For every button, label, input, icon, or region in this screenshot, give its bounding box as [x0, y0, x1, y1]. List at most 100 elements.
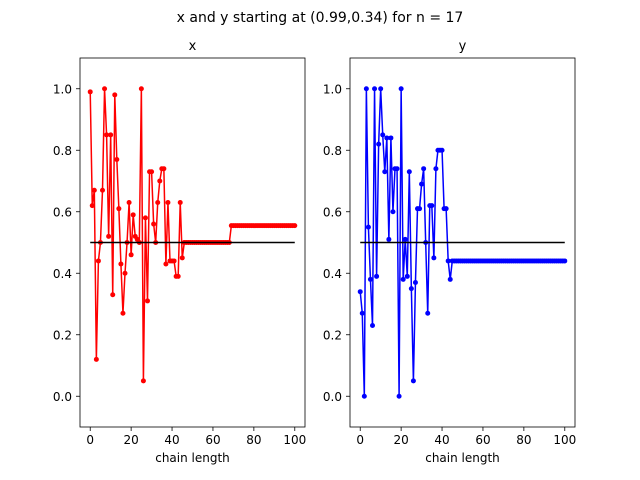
- data-point: [408, 286, 414, 292]
- data-point: [406, 169, 412, 175]
- x-tick-label: 100: [553, 433, 576, 447]
- data-point: [163, 261, 169, 267]
- data-point: [130, 212, 136, 218]
- x-tick-label: 60: [205, 433, 220, 447]
- data-point: [108, 132, 114, 138]
- data-point: [439, 147, 445, 153]
- axes-frame: [79, 57, 306, 428]
- data-point: [145, 298, 150, 304]
- data-point: [161, 166, 167, 172]
- data-point: [171, 258, 177, 264]
- data-point: [445, 258, 451, 264]
- data-point: [175, 273, 181, 279]
- data-point: [410, 378, 416, 384]
- data-point: [398, 86, 404, 92]
- data-point: [384, 135, 390, 141]
- data-point: [118, 261, 124, 267]
- data-point: [110, 292, 116, 298]
- data-point: [421, 166, 427, 172]
- axes-frame: [349, 57, 576, 428]
- data-point: [370, 323, 375, 329]
- data-point: [89, 203, 95, 209]
- data-point: [138, 86, 144, 92]
- subplot-title: y: [459, 39, 467, 54]
- x-tick-label: 0: [86, 433, 94, 447]
- x-tick-label: 20: [393, 433, 408, 447]
- y-tick-label: 0.4: [323, 267, 342, 281]
- data-point: [376, 141, 382, 147]
- data-point: [433, 166, 439, 172]
- y-tick-label: 1.0: [323, 82, 342, 96]
- data-point: [443, 206, 449, 212]
- data-point: [374, 273, 380, 279]
- data-point: [114, 156, 120, 162]
- data-point: [402, 236, 408, 242]
- data-point: [155, 200, 161, 206]
- data-point: [112, 92, 118, 98]
- data-point: [447, 276, 453, 282]
- x-tick-label: 40: [164, 433, 179, 447]
- data-point: [177, 200, 183, 206]
- data-point: [380, 132, 386, 138]
- y-tick-label: 0.8: [323, 144, 342, 158]
- data-point: [361, 393, 367, 399]
- data-point: [417, 206, 423, 212]
- data-point: [425, 310, 431, 316]
- data-point: [388, 135, 394, 141]
- x-tick-label: 80: [516, 433, 531, 447]
- subplot-y: y 0 20 40 60 80 100 0.0 0.2 0.4 0.6 0.8 1.0 chain len…: [323, 39, 576, 465]
- data-point: [429, 203, 435, 209]
- data-point: [87, 89, 93, 95]
- data-point: [372, 86, 378, 92]
- data-point: [179, 255, 185, 261]
- data-point: [142, 215, 148, 221]
- data-point: [386, 236, 392, 242]
- x-tick-label: 40: [434, 433, 449, 447]
- data-point: [292, 223, 298, 229]
- data-point: [120, 310, 126, 316]
- data-point: [106, 233, 112, 239]
- x-tick-label: 60: [475, 433, 490, 447]
- data-point: [367, 276, 373, 282]
- data-point: [116, 206, 122, 212]
- y-tick-label: 1.0: [53, 82, 72, 96]
- x-tick-label: 80: [246, 433, 261, 447]
- data-point: [357, 289, 363, 295]
- data-point: [128, 252, 134, 258]
- data-point: [104, 132, 110, 138]
- data-point: [390, 209, 396, 215]
- data-point: [394, 166, 400, 172]
- x-tick-label: 0: [356, 433, 364, 447]
- data-point: [412, 279, 418, 285]
- data-point: [396, 393, 402, 399]
- data-point: [95, 258, 101, 264]
- data-point: [122, 270, 128, 276]
- data-point: [359, 310, 365, 316]
- y-tick-label: 0.8: [53, 144, 72, 158]
- data-point: [157, 178, 163, 184]
- data-point: [151, 221, 157, 227]
- data-point: [140, 378, 146, 384]
- data-point: [382, 169, 388, 175]
- y-tick-label: 0.0: [53, 390, 72, 404]
- x-axis-label: chain length: [155, 451, 230, 465]
- y-tick-label: 0.0: [323, 390, 342, 404]
- data-point: [126, 200, 132, 206]
- data-point: [363, 86, 369, 92]
- y-tick-label: 0.2: [53, 328, 72, 342]
- data-point: [102, 86, 108, 92]
- data-point: [404, 273, 410, 279]
- y-tick-label: 0.2: [323, 328, 342, 342]
- data-point: [562, 258, 568, 264]
- data-point: [365, 224, 371, 230]
- x-tick-label: 100: [283, 433, 306, 447]
- figure-title: x and y starting at (0.99,0.34) for n = …: [177, 10, 464, 26]
- data-point: [400, 276, 406, 282]
- data-point: [419, 181, 425, 187]
- data-point: [165, 200, 171, 206]
- y-tick-label: 0.4: [53, 267, 72, 281]
- x-axis-label: chain length: [425, 451, 500, 465]
- subplot-title: x: [189, 39, 197, 54]
- data-point: [93, 356, 99, 362]
